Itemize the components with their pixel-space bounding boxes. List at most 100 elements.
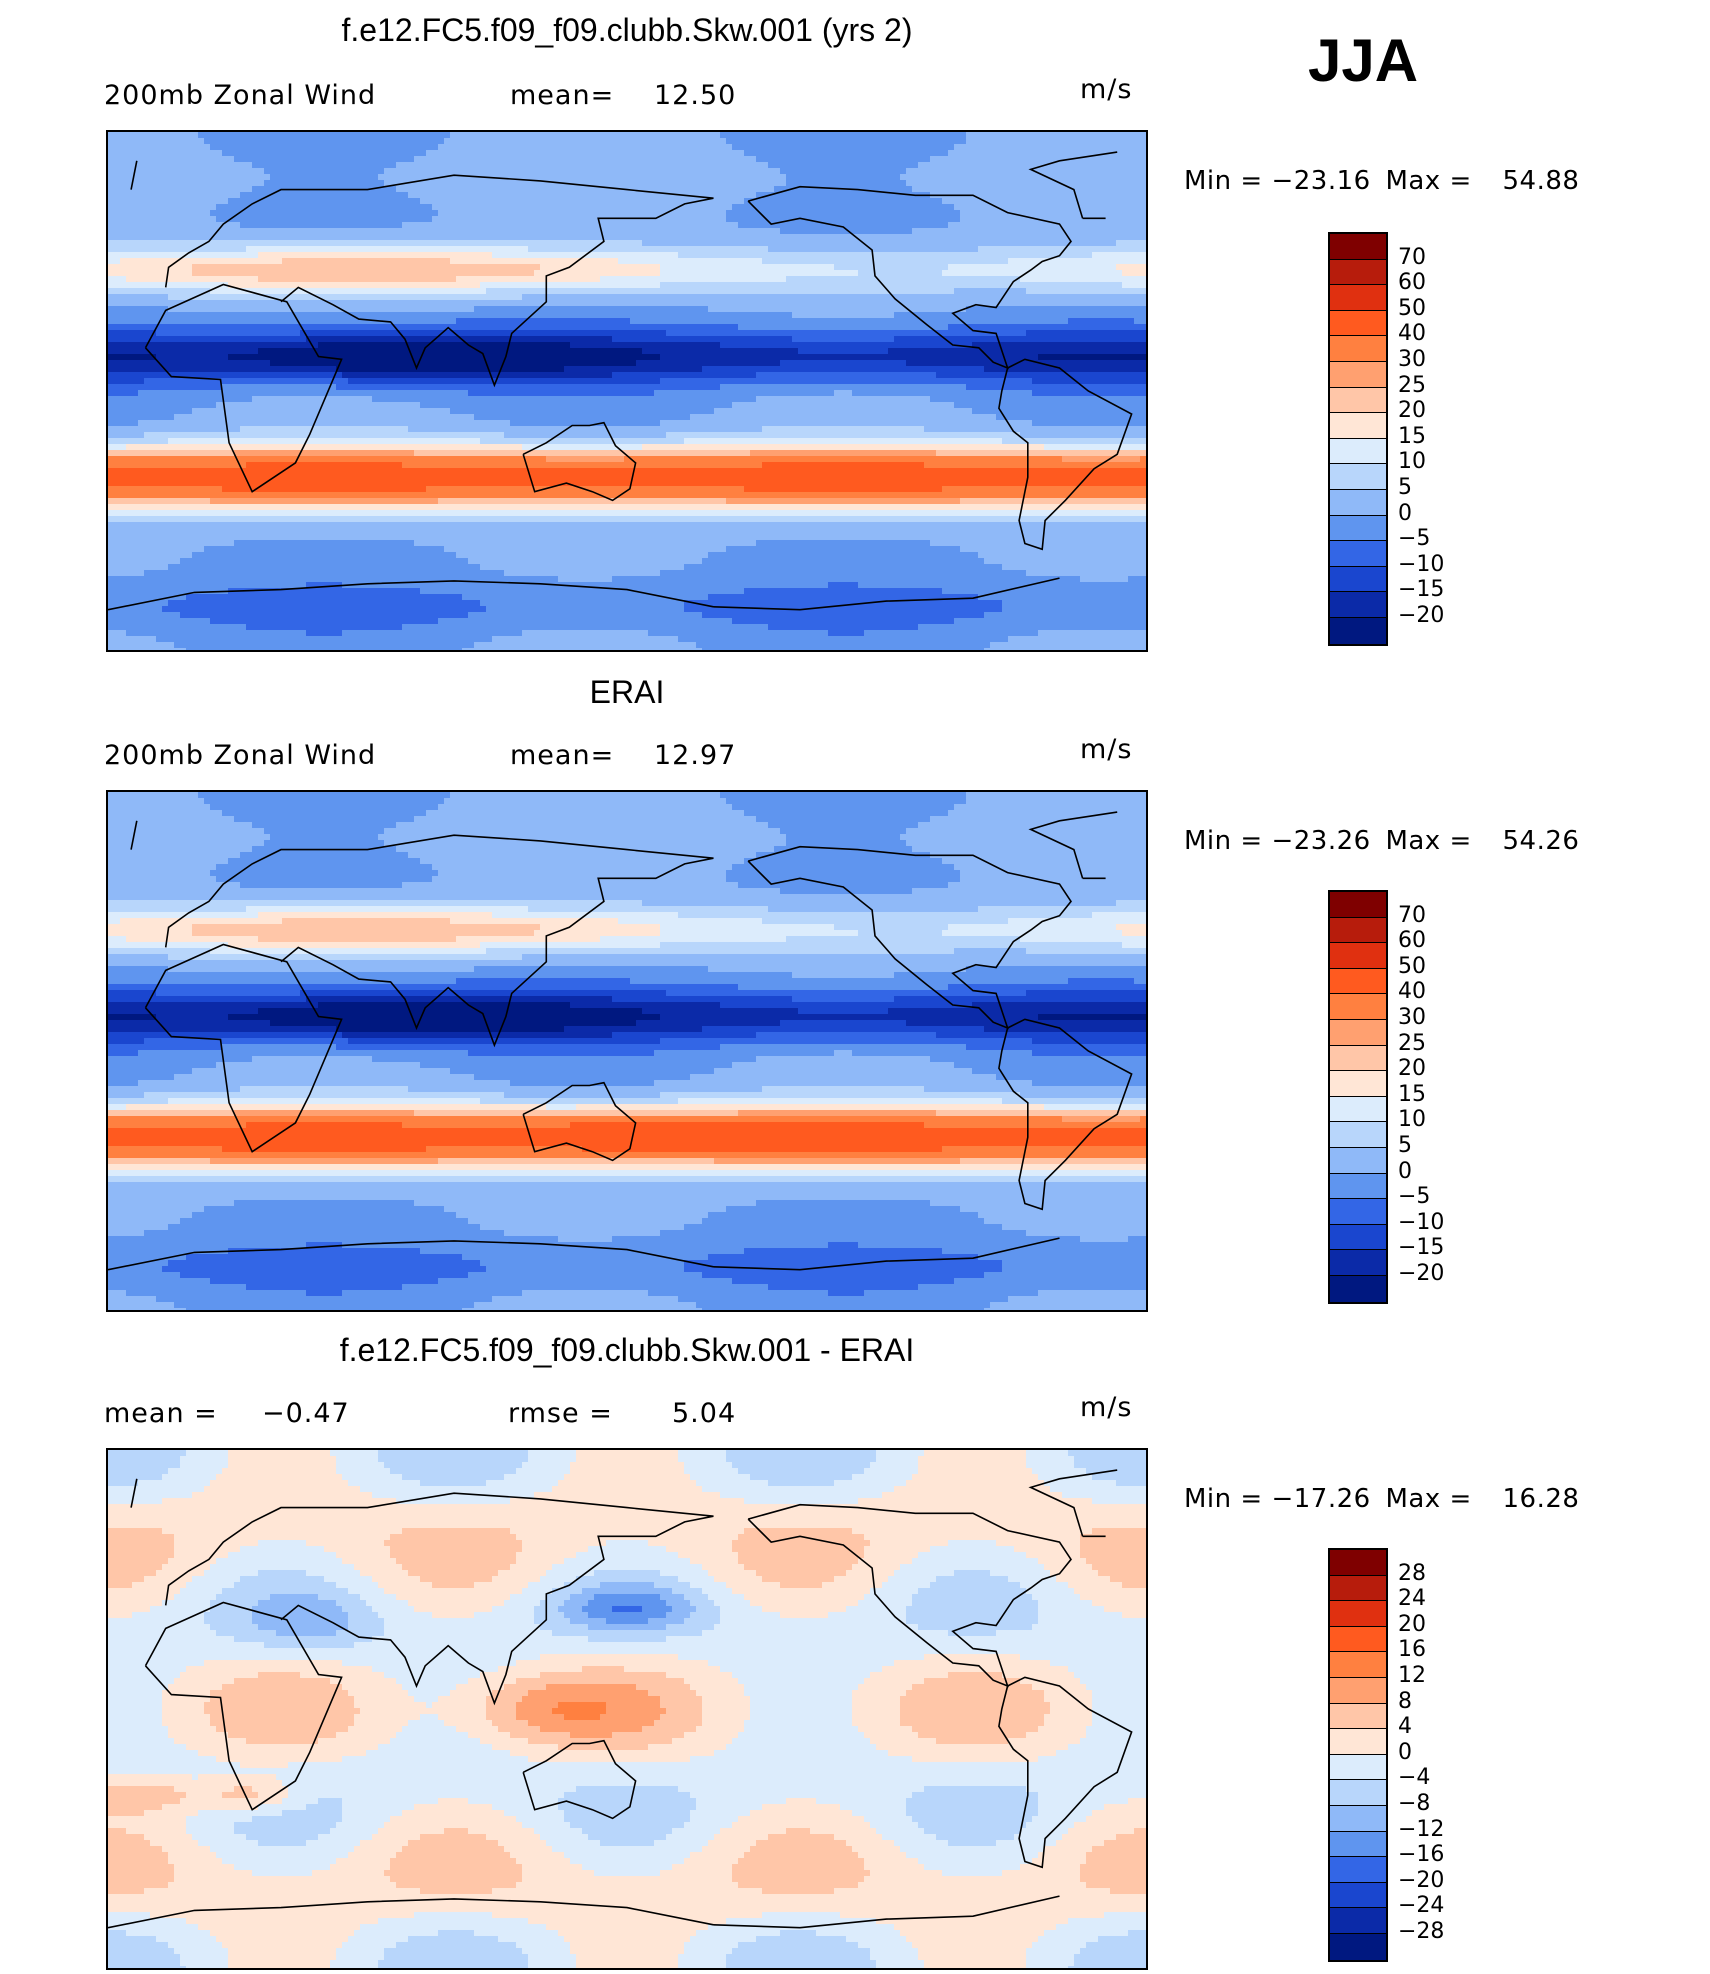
colorbar-tick-label: 30 xyxy=(1398,1007,1426,1029)
colorbar-tick-label: 0 xyxy=(1398,1160,1412,1183)
colorbar-swatch xyxy=(1330,1908,1386,1934)
panel-1-variable-label: 200mb Zonal Wind xyxy=(104,80,376,111)
panel-3-max-label: Max = xyxy=(1385,1484,1471,1514)
colorbar-tick-label: −24 xyxy=(1398,1895,1444,1917)
colorbar-tick-label: −8 xyxy=(1398,1793,1430,1815)
colorbar-tick-label: 24 xyxy=(1398,1588,1426,1610)
colorbar-tick-label: 28 xyxy=(1398,1562,1426,1585)
colorbar-tick-label: −20 xyxy=(1398,1869,1444,1892)
colorbar-swatch xyxy=(1330,438,1386,465)
colorbar-swatch xyxy=(1330,259,1386,286)
colorbar-tick-label: 20 xyxy=(1398,1058,1426,1080)
colorbar-tick-label: 70 xyxy=(1398,904,1426,927)
colorbar-swatch xyxy=(1330,1550,1386,1576)
colorbar-tick-label: 60 xyxy=(1398,930,1426,952)
panel-2-map xyxy=(106,790,1148,1312)
colorbar-tick-label: 16 xyxy=(1398,1639,1426,1661)
panel-3-mean-value: −0.47 xyxy=(262,1398,350,1429)
colorbar-swatch xyxy=(1330,336,1386,362)
colorbar-swatch xyxy=(1330,617,1386,644)
colorbar-tick-label: 25 xyxy=(1398,1032,1426,1055)
colorbar-swatch xyxy=(1330,1045,1386,1072)
colorbar-swatch xyxy=(1330,592,1386,618)
panel-1-units: m/s xyxy=(1080,74,1132,105)
colorbar-tick-label: −20 xyxy=(1398,1263,1444,1285)
colorbar-swatch xyxy=(1330,994,1386,1020)
colorbar-swatch xyxy=(1330,1173,1386,1200)
colorbar-tick-label: −10 xyxy=(1398,553,1444,576)
colorbar-swatch xyxy=(1330,489,1386,516)
colorbar-tick-label: 20 xyxy=(1398,1613,1426,1636)
panel-1-min-label: Min = xyxy=(1184,166,1263,196)
colorbar-tick-label: −28 xyxy=(1398,1921,1444,1943)
colorbar-swatch xyxy=(1330,1575,1386,1602)
colorbar-tick-label: 40 xyxy=(1398,323,1426,345)
colorbar-swatch xyxy=(1330,1019,1386,1046)
colorbar-swatch xyxy=(1330,1882,1386,1909)
colorbar-swatch xyxy=(1330,1199,1386,1225)
panel-1-min-max: Min = −23.16 Max = 54.88 xyxy=(1184,166,1579,196)
panel-2-max-value: 54.26 xyxy=(1503,826,1580,856)
colorbar-tick-label: 0 xyxy=(1398,1741,1412,1764)
panel-2-contour-field xyxy=(108,792,1146,1310)
colorbar-tick-label: 5 xyxy=(1398,1135,1412,1157)
colorbar-tick-label: 10 xyxy=(1398,451,1426,473)
panel-3-rmse-value: 5.04 xyxy=(672,1398,736,1429)
panel-3-units: m/s xyxy=(1080,1392,1132,1423)
panel-2-units: m/s xyxy=(1080,734,1132,765)
colorbar-tick-label: 30 xyxy=(1398,349,1426,371)
colorbar-tick-label: −4 xyxy=(1398,1767,1430,1789)
colorbar-swatches xyxy=(1328,1548,1388,1962)
colorbar-swatches xyxy=(1328,232,1388,646)
colorbar-swatch xyxy=(1330,1224,1386,1251)
colorbar-tick-label: 70 xyxy=(1398,246,1426,269)
colorbar-swatch xyxy=(1330,413,1386,439)
panel-3-contour-field xyxy=(108,1450,1146,1968)
colorbar-swatch xyxy=(1330,917,1386,944)
panel-3-mean-label: mean = xyxy=(104,1398,218,1429)
panel-3-title: f.e12.FC5.f09_f09.clubb.Skw.001 - ERAI xyxy=(106,1332,1148,1369)
panel-2-min-max: Min = −23.26 Max = 54.26 xyxy=(1184,826,1579,856)
colorbar-tick-label: −16 xyxy=(1398,1844,1444,1866)
panel-1-max-value: 54.88 xyxy=(1503,166,1580,196)
colorbar-tick-label: 15 xyxy=(1398,425,1426,448)
panel-1-min-value: −23.16 xyxy=(1271,166,1370,196)
panel-2-min-value: −23.26 xyxy=(1271,826,1370,856)
season-label: JJA xyxy=(1308,26,1418,95)
colorbar-tick-label: −5 xyxy=(1398,1186,1430,1208)
colorbar-tick-label: 5 xyxy=(1398,477,1412,499)
colorbar-swatch xyxy=(1330,1147,1386,1174)
colorbar-tick-label: 25 xyxy=(1398,374,1426,397)
panel-3-min-label: Min = xyxy=(1184,1484,1263,1514)
colorbar-tick-label: 10 xyxy=(1398,1109,1426,1131)
colorbar-swatch xyxy=(1330,541,1386,567)
colorbar-swatch xyxy=(1330,1729,1386,1755)
colorbar-tick-label: −10 xyxy=(1398,1211,1444,1234)
colorbar-swatch xyxy=(1330,1250,1386,1276)
colorbar-tick-label: 40 xyxy=(1398,981,1426,1003)
panel-3-max-value: 16.28 xyxy=(1503,1484,1580,1514)
colorbar-tick-label: −12 xyxy=(1398,1818,1444,1841)
colorbar-swatch xyxy=(1330,1652,1386,1678)
colorbar-swatch xyxy=(1330,310,1386,337)
colorbar-tick-label: 12 xyxy=(1398,1665,1426,1687)
panel-1-mean-label: mean= xyxy=(510,80,614,111)
colorbar-swatch xyxy=(1330,1601,1386,1627)
colorbar-swatch xyxy=(1330,1805,1386,1832)
colorbar-swatch xyxy=(1330,234,1386,260)
panel-3-min-value: −17.26 xyxy=(1271,1484,1370,1514)
colorbar-tick-label: −15 xyxy=(1398,1237,1444,1259)
colorbar-tick-label: −15 xyxy=(1398,579,1444,601)
colorbar-tick-label: 50 xyxy=(1398,955,1426,978)
panel-3-map xyxy=(106,1448,1148,1970)
colorbar-swatch xyxy=(1330,1703,1386,1730)
colorbar-tick-label: 0 xyxy=(1398,502,1412,525)
panel-3-min-max: Min = −17.26 Max = 16.28 xyxy=(1184,1484,1579,1514)
colorbar-swatch xyxy=(1330,515,1386,542)
colorbar-swatch xyxy=(1330,1831,1386,1858)
panel-2-max-label: Max = xyxy=(1385,826,1471,856)
colorbar-tick-label: −20 xyxy=(1398,605,1444,627)
panel-2-mean-value: 12.97 xyxy=(654,740,736,771)
colorbar-swatch xyxy=(1330,387,1386,414)
colorbar-swatch xyxy=(1330,892,1386,918)
